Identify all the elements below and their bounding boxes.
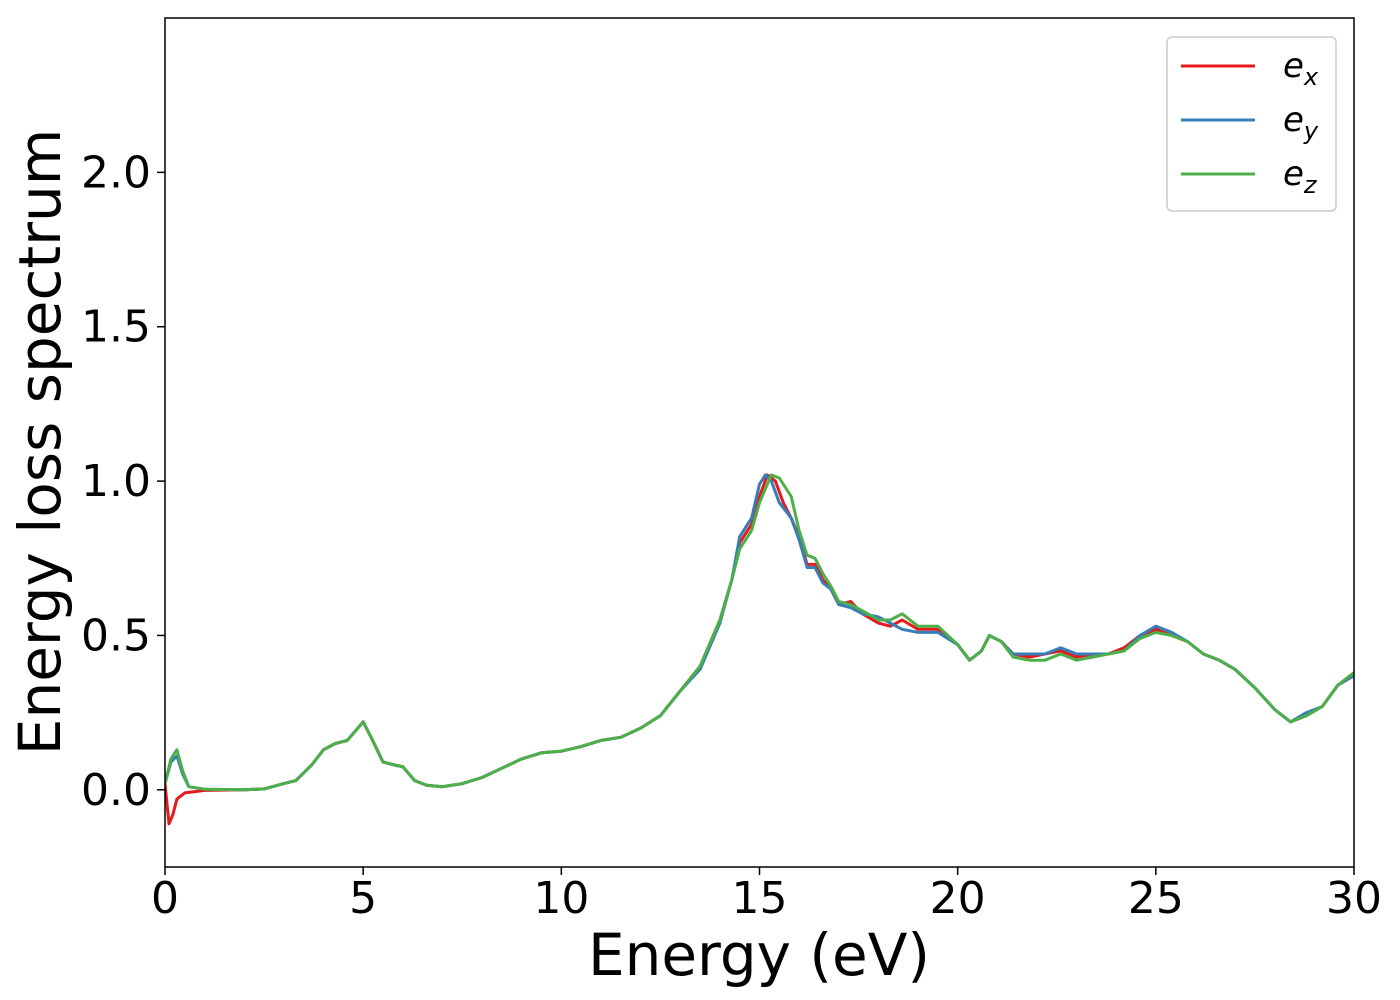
- legend-box: [1166, 36, 1337, 212]
- y-tick-label: 1.5: [81, 302, 151, 353]
- y-tick-label: 1.0: [81, 456, 151, 507]
- legend-label-main: e: [1283, 46, 1304, 86]
- y-tick-label: 0.5: [81, 610, 151, 661]
- x-tick-label: 10: [533, 873, 589, 924]
- legend-label-subscript: z: [1303, 171, 1318, 199]
- x-tick-label: 15: [732, 873, 788, 924]
- y-axis-label: Energy loss spectrum: [6, 129, 74, 755]
- x-axis-ticks: 0 5 10 15 20 25 30: [151, 867, 1382, 924]
- x-tick-label: 0: [151, 873, 179, 924]
- legend-label-subscript: y: [1303, 117, 1319, 145]
- x-tick-label: 30: [1326, 873, 1382, 924]
- legend-label-main: e: [1283, 154, 1304, 194]
- x-tick-label: 5: [349, 873, 377, 924]
- x-tick-label: 25: [1128, 873, 1184, 924]
- legend-label-subscript: x: [1303, 63, 1319, 91]
- y-tick-label: 0.0: [81, 765, 151, 816]
- y-axis-ticks: 0.0 0.5 1.0 1.5 2.0: [81, 147, 165, 816]
- x-axis-label: Energy (eV): [588, 921, 930, 989]
- legend-label-main: e: [1283, 100, 1304, 140]
- series-line-e-z: [165, 473, 1354, 792]
- x-tick-label: 20: [930, 873, 986, 924]
- legend-label-e-y: ey: [1283, 100, 1319, 145]
- series-layer: [165, 473, 1354, 826]
- y-tick-label: 2.0: [81, 147, 151, 198]
- legend-label-e-z: ez: [1283, 154, 1318, 199]
- legend-label-e-x: ex: [1283, 46, 1319, 91]
